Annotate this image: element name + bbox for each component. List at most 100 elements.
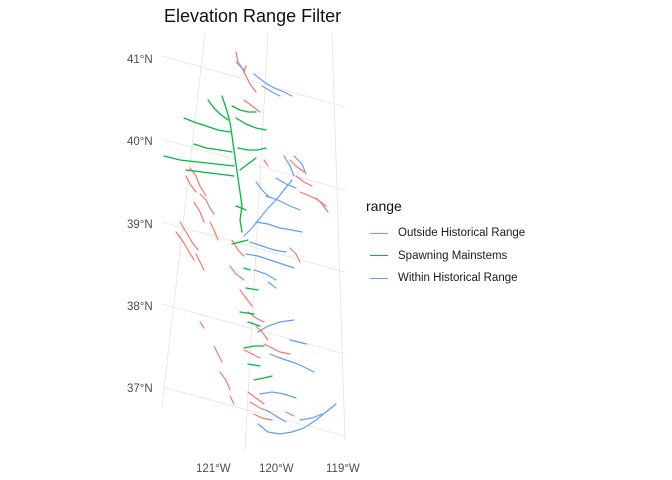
latitude-labels: 41°N 40°N 39°N 38°N 37°N bbox=[127, 54, 153, 395]
stream-segment bbox=[299, 191, 327, 207]
stream-segment bbox=[265, 409, 287, 423]
stream-segment bbox=[285, 411, 295, 417]
mainstem-branch bbox=[243, 345, 265, 349]
stream-segment bbox=[219, 371, 231, 391]
mainstem-branch bbox=[253, 375, 273, 381]
stream-segment bbox=[261, 85, 281, 97]
stream-segment bbox=[255, 325, 269, 341]
legend-label-within: Within Historical Range bbox=[398, 272, 518, 285]
legend: range Outside Historical Range Spawning … bbox=[366, 198, 525, 290]
stream-segment bbox=[255, 181, 269, 197]
stream-segment bbox=[253, 413, 273, 421]
graticule-lon-121 bbox=[161, 32, 206, 408]
longitude-labels: 121°W 120°W 119°W bbox=[196, 463, 360, 475]
graticule bbox=[161, 32, 346, 451]
stream-segment bbox=[199, 193, 215, 215]
mainstem-branch bbox=[207, 99, 229, 121]
lat-label-39: 39°N bbox=[127, 219, 153, 231]
legend-key-within bbox=[370, 277, 388, 279]
mainstem bbox=[221, 95, 243, 233]
stream-segment bbox=[243, 349, 261, 359]
legend-key-spawning bbox=[370, 255, 388, 257]
legend-item-outside: Outside Historical Range bbox=[366, 222, 525, 245]
mainstem-branch bbox=[231, 105, 257, 113]
stream-segment bbox=[199, 321, 205, 329]
lat-label-38: 38°N bbox=[127, 301, 153, 313]
stream-segment bbox=[239, 289, 253, 307]
stream-segment bbox=[275, 177, 297, 189]
stream-segment bbox=[263, 343, 291, 355]
stream-segment bbox=[175, 231, 195, 261]
legend-label-spawning: Spawning Mainstems bbox=[398, 249, 508, 262]
stream-segment bbox=[299, 413, 323, 421]
legend-label-outside: Outside Historical Range bbox=[398, 227, 526, 240]
stream-segment bbox=[193, 201, 205, 223]
legend-title: range bbox=[366, 198, 402, 214]
stream-segment bbox=[243, 179, 293, 237]
graticule-lat-38 bbox=[161, 303, 346, 355]
lon-label-120: 120°W bbox=[259, 463, 294, 475]
lon-label-121: 121°W bbox=[196, 463, 231, 475]
stream-segment bbox=[209, 221, 219, 241]
stream-segment bbox=[289, 339, 307, 345]
mainstem-branch bbox=[235, 117, 267, 131]
stream-segment bbox=[249, 241, 287, 253]
stream-segment bbox=[295, 175, 313, 187]
legend-key-outside bbox=[370, 232, 388, 234]
graticule-lon-120 bbox=[244, 32, 269, 451]
mainstem-branch bbox=[193, 143, 233, 153]
mainstem-branch bbox=[243, 267, 251, 271]
lat-label-37: 37°N bbox=[127, 383, 153, 395]
stream-segment bbox=[189, 167, 207, 197]
lat-label-41: 41°N bbox=[127, 54, 153, 66]
stream-segment bbox=[257, 319, 295, 333]
lon-label-119: 119°W bbox=[326, 463, 360, 475]
mainstem-branch bbox=[231, 239, 249, 245]
stream-segment bbox=[259, 391, 297, 399]
legend-item-spawning: Spawning Mainstems bbox=[366, 245, 525, 268]
mainstem-branch bbox=[237, 147, 267, 151]
legend-item-within: Within Historical Range bbox=[366, 267, 525, 290]
graticule-lat-39 bbox=[161, 221, 346, 273]
stream-segment bbox=[185, 175, 197, 193]
stream-segment bbox=[247, 391, 265, 405]
stream-segment bbox=[255, 221, 303, 233]
graticule-lat-41 bbox=[161, 55, 346, 108]
mainstem-branch bbox=[239, 157, 257, 171]
stream-segment bbox=[235, 61, 245, 71]
stream-segment bbox=[229, 395, 235, 405]
mainstem-branch bbox=[245, 287, 259, 291]
streams-within-historical-range bbox=[235, 61, 337, 435]
stream-segment bbox=[289, 247, 301, 263]
stream-segment bbox=[195, 253, 205, 271]
stream-segment bbox=[245, 253, 295, 269]
stream-segment bbox=[213, 345, 223, 363]
graticule-lat-40 bbox=[161, 138, 346, 191]
stream-segment bbox=[269, 353, 315, 373]
stream-segment bbox=[253, 73, 293, 97]
stream-segment bbox=[243, 65, 257, 93]
stream-segment bbox=[257, 403, 337, 435]
stream-segment bbox=[265, 195, 301, 211]
streams-outside-historical-range bbox=[175, 51, 329, 421]
stream-segment bbox=[243, 99, 261, 113]
mainstem-branch bbox=[235, 205, 247, 211]
stream-segment bbox=[267, 281, 277, 289]
stream-segment bbox=[179, 221, 199, 251]
mainstem-branch bbox=[247, 363, 261, 367]
stream-segment bbox=[315, 197, 329, 213]
lat-label-40: 40°N bbox=[127, 136, 153, 148]
graticule-lat-37 bbox=[161, 386, 346, 437]
mainstem-branch bbox=[185, 169, 235, 177]
mainstem-branch bbox=[183, 117, 231, 133]
graticule-lon-119 bbox=[331, 32, 346, 441]
map-title: Elevation Range Filter bbox=[164, 6, 342, 26]
stream-segment bbox=[229, 265, 245, 281]
mainstem-branch bbox=[247, 321, 261, 327]
stream-segment bbox=[293, 155, 307, 175]
mainstem-branch bbox=[163, 155, 235, 167]
streams-spawning-mainstems bbox=[163, 95, 273, 381]
stream-segment bbox=[253, 269, 277, 281]
mainstem-branch bbox=[239, 311, 255, 315]
